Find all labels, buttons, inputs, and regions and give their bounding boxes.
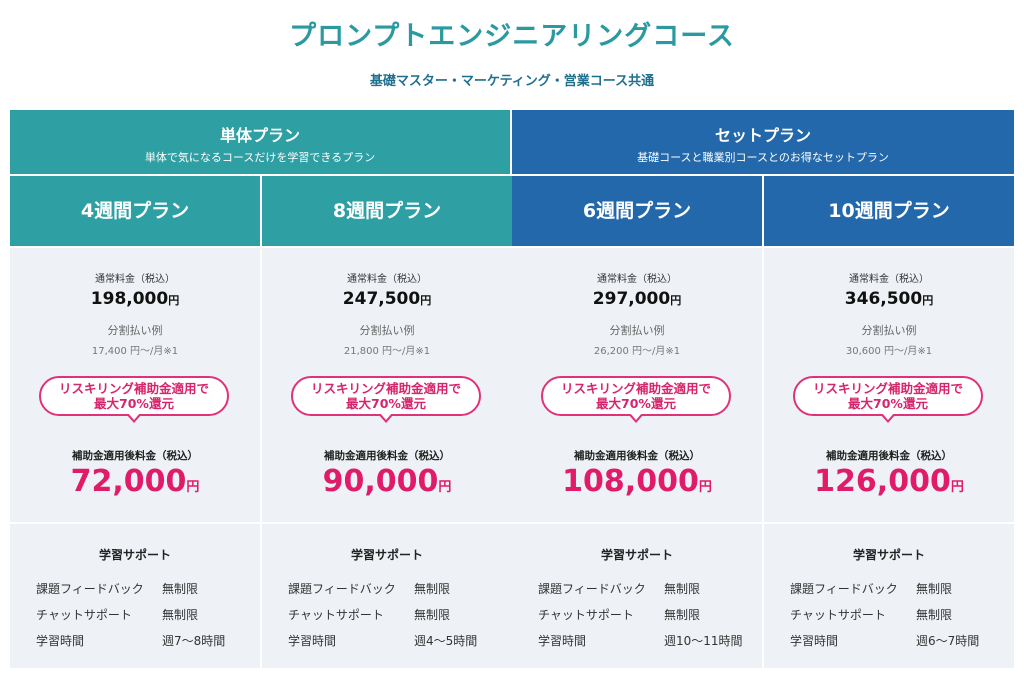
support-section: 学習サポート 課題フィードバック 無制限 チャットサポート 無制限 学習時間 週7〜8… (10, 524, 260, 668)
page-title: プロンプトエンジニアリングコース (289, 21, 735, 52)
split-label: 分割払い例 (609, 324, 665, 337)
support-row-feedback: 課題フィードバック 無制限 (288, 582, 451, 596)
subsidy-badge: リスキリング補助金適用で 最大70%還元 (541, 376, 731, 416)
group-description: 単体で気になるコースだけを学習できるプラン (144, 151, 376, 164)
split-label: 分割払い例 (359, 324, 415, 337)
group-header-single: 単体プラン 単体で気になるコースだけを学習できるプラン (10, 110, 510, 174)
split-value: 21,800 円〜/月※1 (343, 346, 431, 357)
regular-price-label: 通常料金（税込） (347, 274, 427, 285)
support-row-feedback: 課題フィードバック 無制限 (36, 582, 199, 596)
subsidy-badge: リスキリング補助金適用で 最大70%還元 (793, 376, 983, 416)
split-value: 30,600 円〜/月※1 (845, 346, 933, 357)
support-section: 学習サポート 課題フィードバック 無制限 チャットサポート 無制限 学習時間 週4〜5… (262, 524, 512, 668)
support-row-time: 学習時間 週10〜11時間 (538, 634, 743, 648)
after-subsidy-label: 補助金適用後料金（税込） (574, 450, 700, 462)
plan-title: 4週間プラン (10, 176, 260, 246)
after-subsidy-price: 108,000円 (562, 464, 712, 499)
support-row-feedback: 課題フィードバック 無制限 (790, 582, 953, 596)
split-value: 17,400 円〜/月※1 (91, 346, 179, 357)
group-name: セットプラン (714, 126, 811, 145)
plan-title: 6週間プラン (512, 176, 762, 246)
support-row-time: 学習時間 週7〜8時間 (36, 634, 226, 648)
subsidy-badge: リスキリング補助金適用で 最大70%還元 (291, 376, 481, 416)
support-title: 学習サポート (600, 548, 673, 562)
group-header-set: セットプラン 基礎コースと職業別コースとのお得なセットプラン (512, 110, 1014, 174)
after-subsidy-label: 補助金適用後料金（税込） (826, 450, 952, 462)
after-subsidy-price: 90,000円 (322, 464, 452, 499)
price-section: 通常料金（税込） 346,500円 分割払い例 30,600 円〜/月※1 リス… (764, 248, 1014, 522)
regular-price-label: 通常料金（税込） (95, 274, 175, 285)
plan-title: 10週間プラン (764, 176, 1014, 246)
split-value: 26,200 円〜/月※1 (593, 346, 681, 357)
regular-price-label: 通常料金（税込） (597, 274, 677, 285)
regular-price: 247,500円 (342, 289, 432, 309)
plan-column-6w: 6週間プラン 通常料金（税込） 297,000円 分割払い例 26,200 円〜… (512, 176, 762, 668)
support-title: 学習サポート (852, 548, 925, 562)
support-row-chat: チャットサポート 無制限 (36, 608, 199, 622)
regular-price: 297,000円 (592, 289, 682, 309)
regular-price-label: 通常料金（税込） (849, 274, 929, 285)
price-section: 通常料金（税込） 247,500円 分割払い例 21,800 円〜/月※1 リス… (262, 248, 512, 522)
group-description: 基礎コースと職業別コースとのお得なセットプラン (637, 151, 889, 164)
support-row-chat: チャットサポート 無制限 (538, 608, 701, 622)
support-row-chat: チャットサポート 無制限 (288, 608, 451, 622)
after-subsidy-price: 126,000円 (814, 464, 964, 499)
after-subsidy-label: 補助金適用後料金（税込） (72, 450, 198, 462)
split-label: 分割払い例 (861, 324, 917, 337)
support-row-time: 学習時間 週4〜5時間 (288, 634, 478, 648)
regular-price: 346,500円 (844, 289, 934, 309)
regular-price: 198,000円 (90, 289, 180, 309)
plan-column-4w: 4週間プラン 通常料金（税込） 198,000円 分割払い例 17,400 円〜… (10, 176, 260, 668)
support-section: 学習サポート 課題フィードバック 無制限 チャットサポート 無制限 学習時間 週10〜… (512, 524, 762, 668)
support-row-chat: チャットサポート 無制限 (790, 608, 953, 622)
price-section: 通常料金（税込） 198,000円 分割払い例 17,400 円〜/月※1 リス… (10, 248, 260, 522)
support-section: 学習サポート 課題フィードバック 無制限 チャットサポート 無制限 学習時間 週6〜7… (764, 524, 1014, 668)
support-title: 学習サポート (350, 548, 423, 562)
support-title: 学習サポート (98, 548, 171, 562)
split-label: 分割払い例 (107, 324, 163, 337)
plan-column-10w: 10週間プラン 通常料金（税込） 346,500円 分割払い例 30,600 円… (764, 176, 1014, 668)
subsidy-badge: リスキリング補助金適用で 最大70%還元 (39, 376, 229, 416)
support-row-feedback: 課題フィードバック 無制限 (538, 582, 701, 596)
page-subtitle: 基礎マスター・マーケティング・営業コース共通 (369, 74, 655, 89)
after-subsidy-price: 72,000円 (70, 464, 200, 499)
price-section: 通常料金（税込） 297,000円 分割払い例 26,200 円〜/月※1 リス… (512, 248, 762, 522)
plan-column-8w: 8週間プラン 通常料金（税込） 247,500円 分割払い例 21,800 円〜… (262, 176, 512, 668)
support-row-time: 学習時間 週6〜7時間 (790, 634, 980, 648)
group-name: 単体プラン (219, 126, 300, 145)
pricing-table: 単体プラン 単体で気になるコースだけを学習できるプラン セットプラン 基礎コース… (10, 110, 1014, 668)
after-subsidy-label: 補助金適用後料金（税込） (324, 450, 450, 462)
plan-title: 8週間プラン (262, 176, 512, 246)
